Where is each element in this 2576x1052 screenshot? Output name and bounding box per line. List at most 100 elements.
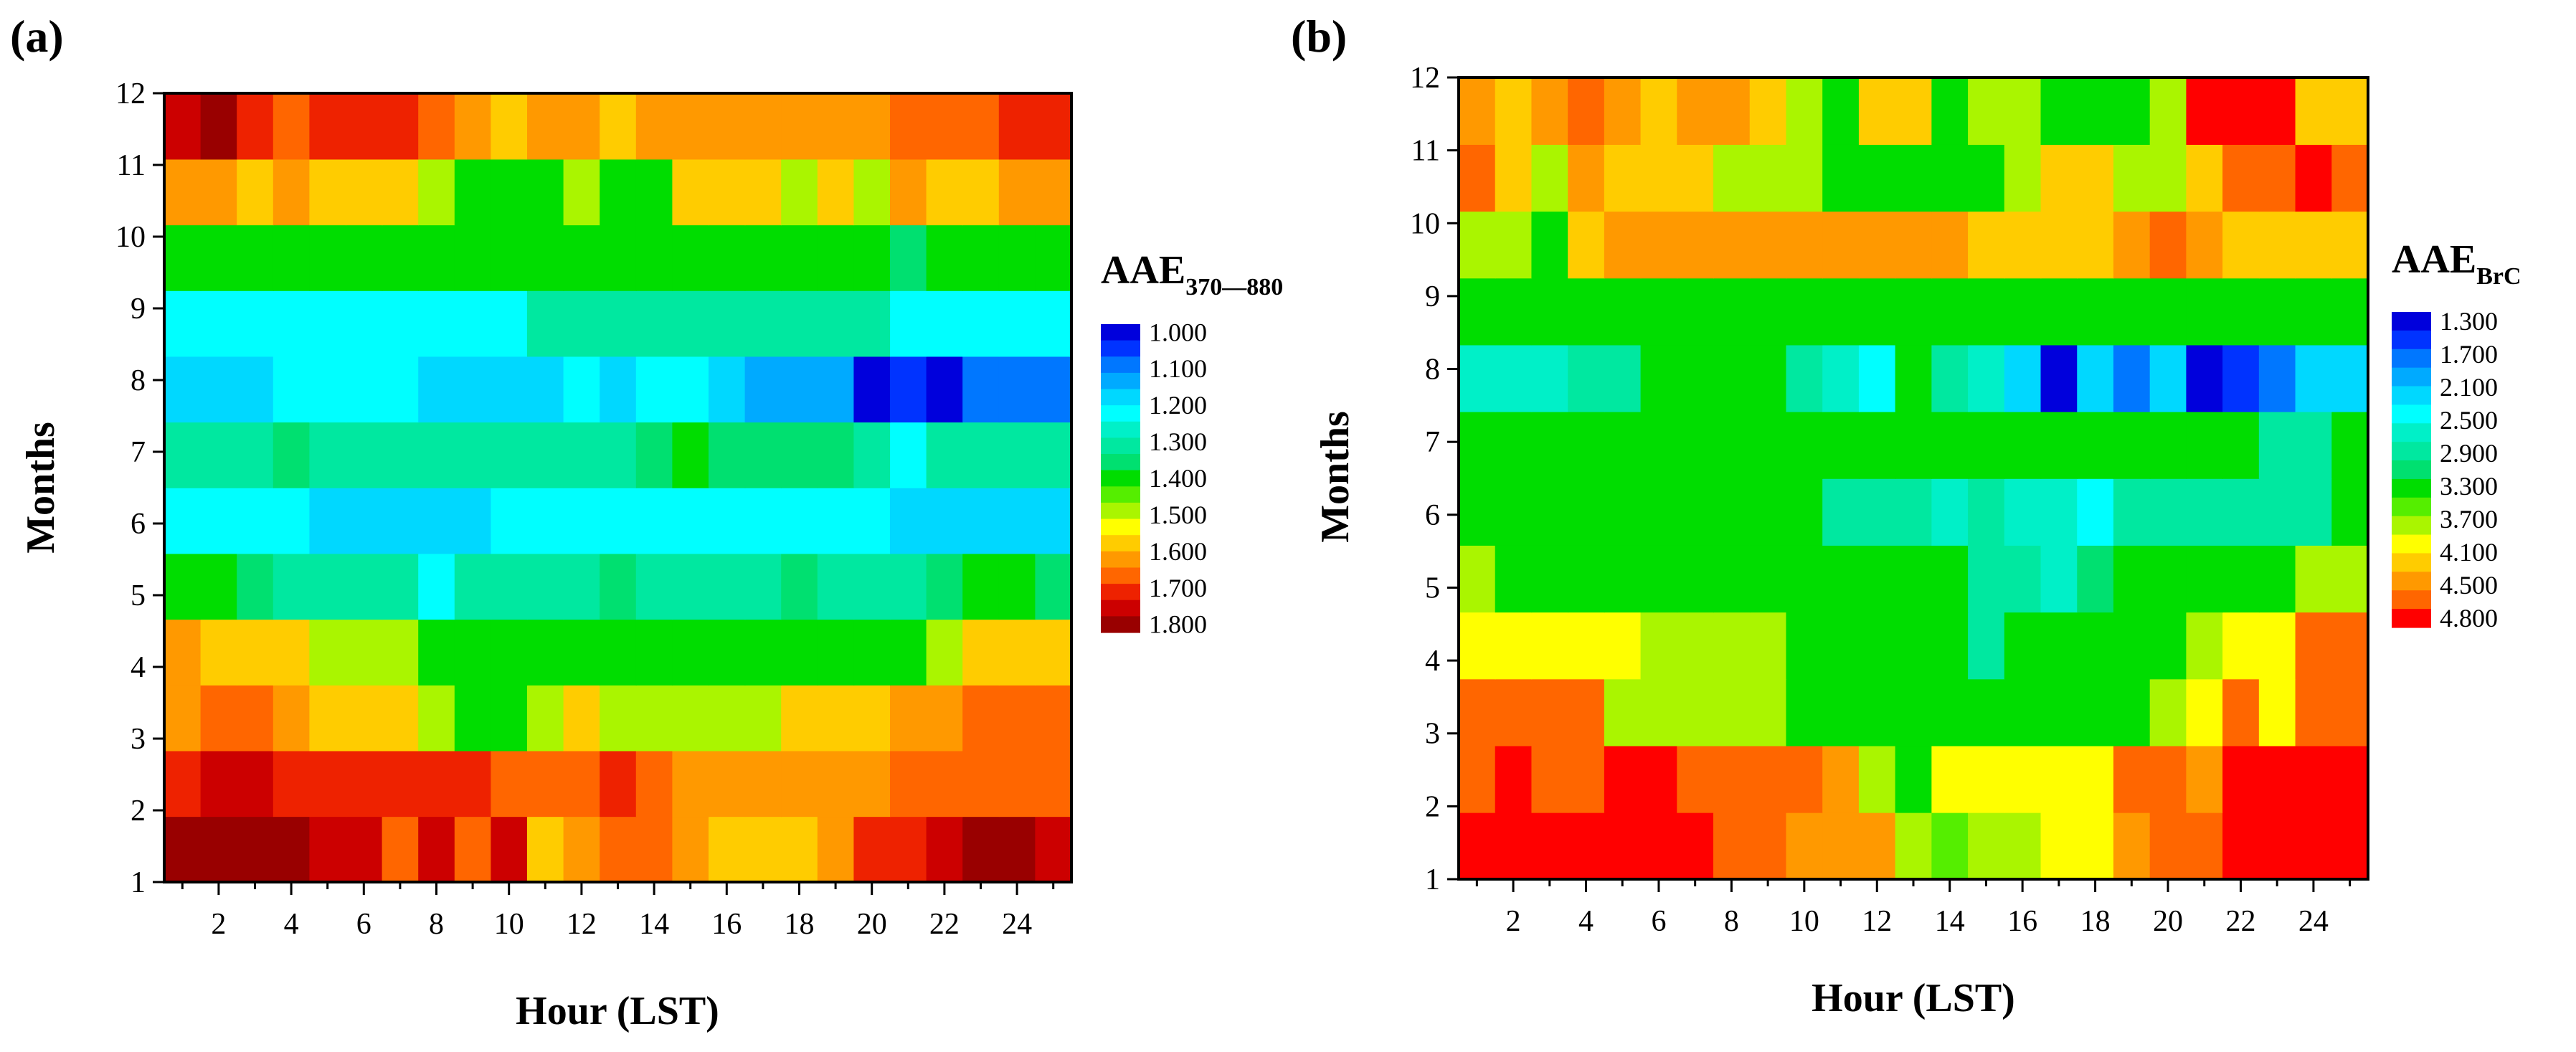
heat-cell-m12-h13 xyxy=(600,93,637,160)
heat-cell-m3-h16 xyxy=(709,685,746,752)
heat-cell-m9-h18 xyxy=(781,290,818,357)
heat-cell-m6-h20 xyxy=(2149,478,2187,546)
heat-cell-m10-h25 xyxy=(1035,224,1072,291)
heat-cell-m11-h9 xyxy=(454,158,492,226)
heat-cell-m8-h19 xyxy=(817,356,855,423)
heat-cell-m10-h17 xyxy=(2040,211,2078,279)
heat-cell-m11-h25 xyxy=(1035,158,1072,226)
colorbar-swatch xyxy=(1101,470,1140,487)
heat-cell-m3-h20 xyxy=(853,685,891,752)
heat-cell-m2-h20 xyxy=(853,750,891,818)
heat-cell-m4-h23 xyxy=(2258,612,2296,680)
colorbar-label: 1.200 xyxy=(1149,391,1207,420)
y-tick-label: 5 xyxy=(1425,572,1440,605)
heat-cell-m7-h8 xyxy=(418,422,455,488)
heat-cell-m3-h24 xyxy=(998,685,1036,752)
x-tick-label: 24 xyxy=(1002,908,1032,941)
heat-cell-m6-h16 xyxy=(709,488,746,554)
heat-cell-m4-h3 xyxy=(1531,612,1568,680)
heat-cell-m7-h1 xyxy=(164,422,202,488)
y-tick-label: 5 xyxy=(131,579,146,612)
colorbar-swatch xyxy=(2392,312,2431,331)
heat-cell-m4-h11 xyxy=(527,619,564,686)
heat-cell-m8-h3 xyxy=(1531,344,1568,412)
heat-cell-m11-h7 xyxy=(1677,144,1714,212)
heat-cell-m3-h9 xyxy=(1749,678,1787,747)
heat-cell-m8-h22 xyxy=(926,356,963,423)
heat-cell-m6-h11 xyxy=(527,488,564,554)
heat-cell-m5-h24 xyxy=(2295,545,2333,613)
heat-cell-m4-h6 xyxy=(1640,612,1678,680)
heat-cell-m9-h2 xyxy=(1495,278,1533,346)
heat-cell-m8-h14 xyxy=(1931,344,1969,412)
heat-cell-m9-h9 xyxy=(454,290,492,357)
heat-cell-m12-h6 xyxy=(346,93,383,160)
heat-cell-m1-h5 xyxy=(309,816,346,883)
heat-cell-m9-h21 xyxy=(2186,278,2223,346)
heat-cell-m10-h12 xyxy=(1858,211,1896,279)
heat-cell-m4-h5 xyxy=(1604,612,1642,680)
heat-cell-m8-h18 xyxy=(2077,344,2114,412)
heat-cell-m7-h23 xyxy=(2258,411,2296,479)
heat-cell-m6-h25 xyxy=(1035,488,1072,554)
heat-cell-m7-h7 xyxy=(382,422,419,488)
colorbar-swatch xyxy=(1101,486,1140,503)
heat-cell-m3-h11 xyxy=(1822,678,1860,747)
heat-cell-m8-h12 xyxy=(1858,344,1896,412)
heat-cell-m10-h10 xyxy=(1786,211,1823,279)
heat-cell-m4-h5 xyxy=(309,619,346,686)
heat-cell-m8-h21 xyxy=(2186,344,2223,412)
heat-cell-m8-h15 xyxy=(672,356,709,423)
heat-cell-m12-h11 xyxy=(1822,77,1860,145)
heat-cell-m4-h25 xyxy=(1035,619,1072,686)
heat-cell-m10-h23 xyxy=(962,224,1000,291)
heat-cell-m1-h12 xyxy=(1858,812,1896,880)
heat-cell-m10-h16 xyxy=(709,224,746,291)
heat-cell-m6-h8 xyxy=(1713,478,1751,546)
colorbar-swatch xyxy=(2392,516,2431,536)
heat-cell-m11-h24 xyxy=(2295,144,2333,212)
heat-cell-m7-h10 xyxy=(491,422,528,488)
heat-cell-m10-h15 xyxy=(672,224,709,291)
heat-cell-m6-h24 xyxy=(998,488,1036,554)
heat-cell-m12-h10 xyxy=(1786,77,1823,145)
colorbar-swatch xyxy=(2392,404,2431,424)
heat-cell-m9-h25 xyxy=(2331,278,2369,346)
x-tick-label: 18 xyxy=(2080,905,2111,938)
x-tick-label: 18 xyxy=(785,908,815,941)
heat-cell-m6-h21 xyxy=(890,488,927,554)
heat-cell-m11-h3 xyxy=(237,158,274,226)
heat-cell-m2-h18 xyxy=(781,750,818,818)
colorbar-swatch xyxy=(2392,423,2431,442)
heat-cell-m11-h22 xyxy=(926,158,963,226)
heat-cell-m2-h15 xyxy=(672,750,709,818)
heat-cell-m9-h3 xyxy=(237,290,274,357)
colorbar-swatch xyxy=(2392,386,2431,406)
heat-cell-m12-h14 xyxy=(1931,77,1969,145)
heat-cell-m11-h2 xyxy=(200,158,237,226)
heat-cell-m9-h10 xyxy=(1786,278,1823,346)
heat-cell-m12-h3 xyxy=(1531,77,1568,145)
heat-cell-m10-h18 xyxy=(2077,211,2114,279)
heat-cell-m8-h5 xyxy=(1604,344,1642,412)
heat-cell-m11-h8 xyxy=(418,158,455,226)
heat-cell-m4-h20 xyxy=(2149,612,2187,680)
heat-cell-m2-h8 xyxy=(418,750,455,818)
heat-cell-m7-h12 xyxy=(563,422,600,488)
heat-cell-m12-h14 xyxy=(635,93,673,160)
heat-cell-m5-h5 xyxy=(309,553,346,620)
colorbar-swatch xyxy=(1101,535,1140,552)
heat-cell-m10-h7 xyxy=(382,224,419,291)
heat-cell-m11-h10 xyxy=(1786,144,1823,212)
colorbar-swatch xyxy=(1101,437,1140,455)
heat-cell-m1-h11 xyxy=(1822,812,1860,880)
heat-cell-m6-h3 xyxy=(237,488,274,554)
heat-cell-m10-h18 xyxy=(781,224,818,291)
heat-cell-m7-h15 xyxy=(1968,411,2005,479)
heat-cell-m9-h23 xyxy=(962,290,1000,357)
heat-cell-m9-h24 xyxy=(998,290,1036,357)
heat-cell-m11-h19 xyxy=(2113,144,2151,212)
heat-cell-m1-h8 xyxy=(1713,812,1751,880)
colorbar-label: 2.100 xyxy=(2440,373,2498,402)
